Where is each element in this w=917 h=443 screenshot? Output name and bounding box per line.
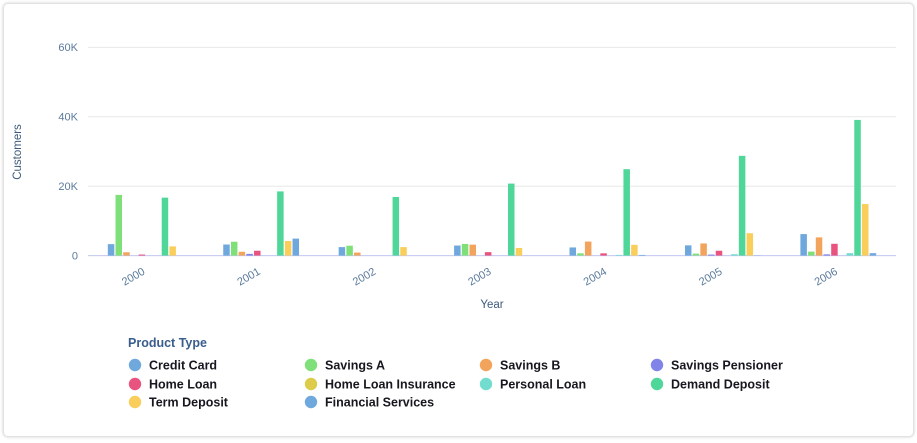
svg-text:2004: 2004 [582,266,609,289]
svg-text:2003: 2003 [466,266,493,289]
svg-text:Year: Year [480,299,503,311]
svg-text:Financial Services: Financial Services [325,396,434,410]
svg-text:2000: 2000 [120,266,147,289]
svg-text:Demand Deposit: Demand Deposit [671,378,770,392]
svg-text:2005: 2005 [697,266,724,289]
svg-text:Product Type: Product Type [128,336,207,350]
svg-text:Savings Pensioner: Savings Pensioner [671,359,783,373]
svg-text:Personal Loan: Personal Loan [500,378,586,392]
svg-text:Savings B: Savings B [500,359,560,373]
svg-text:2002: 2002 [351,266,378,289]
svg-text:2006: 2006 [813,266,840,289]
svg-text:60K: 60K [58,42,78,54]
svg-text:Savings A: Savings A [325,359,385,373]
svg-text:40K: 40K [58,112,78,124]
svg-text:0: 0 [72,250,78,262]
svg-text:Home Loan Insurance: Home Loan Insurance [325,378,456,392]
svg-text:20K: 20K [58,181,78,193]
svg-text:2001: 2001 [235,266,262,289]
svg-text:Credit Card: Credit Card [149,359,217,373]
svg-text:Home Loan: Home Loan [149,378,217,392]
svg-text:Term Deposit: Term Deposit [149,396,229,410]
svg-text:Customers: Customers [12,124,24,180]
